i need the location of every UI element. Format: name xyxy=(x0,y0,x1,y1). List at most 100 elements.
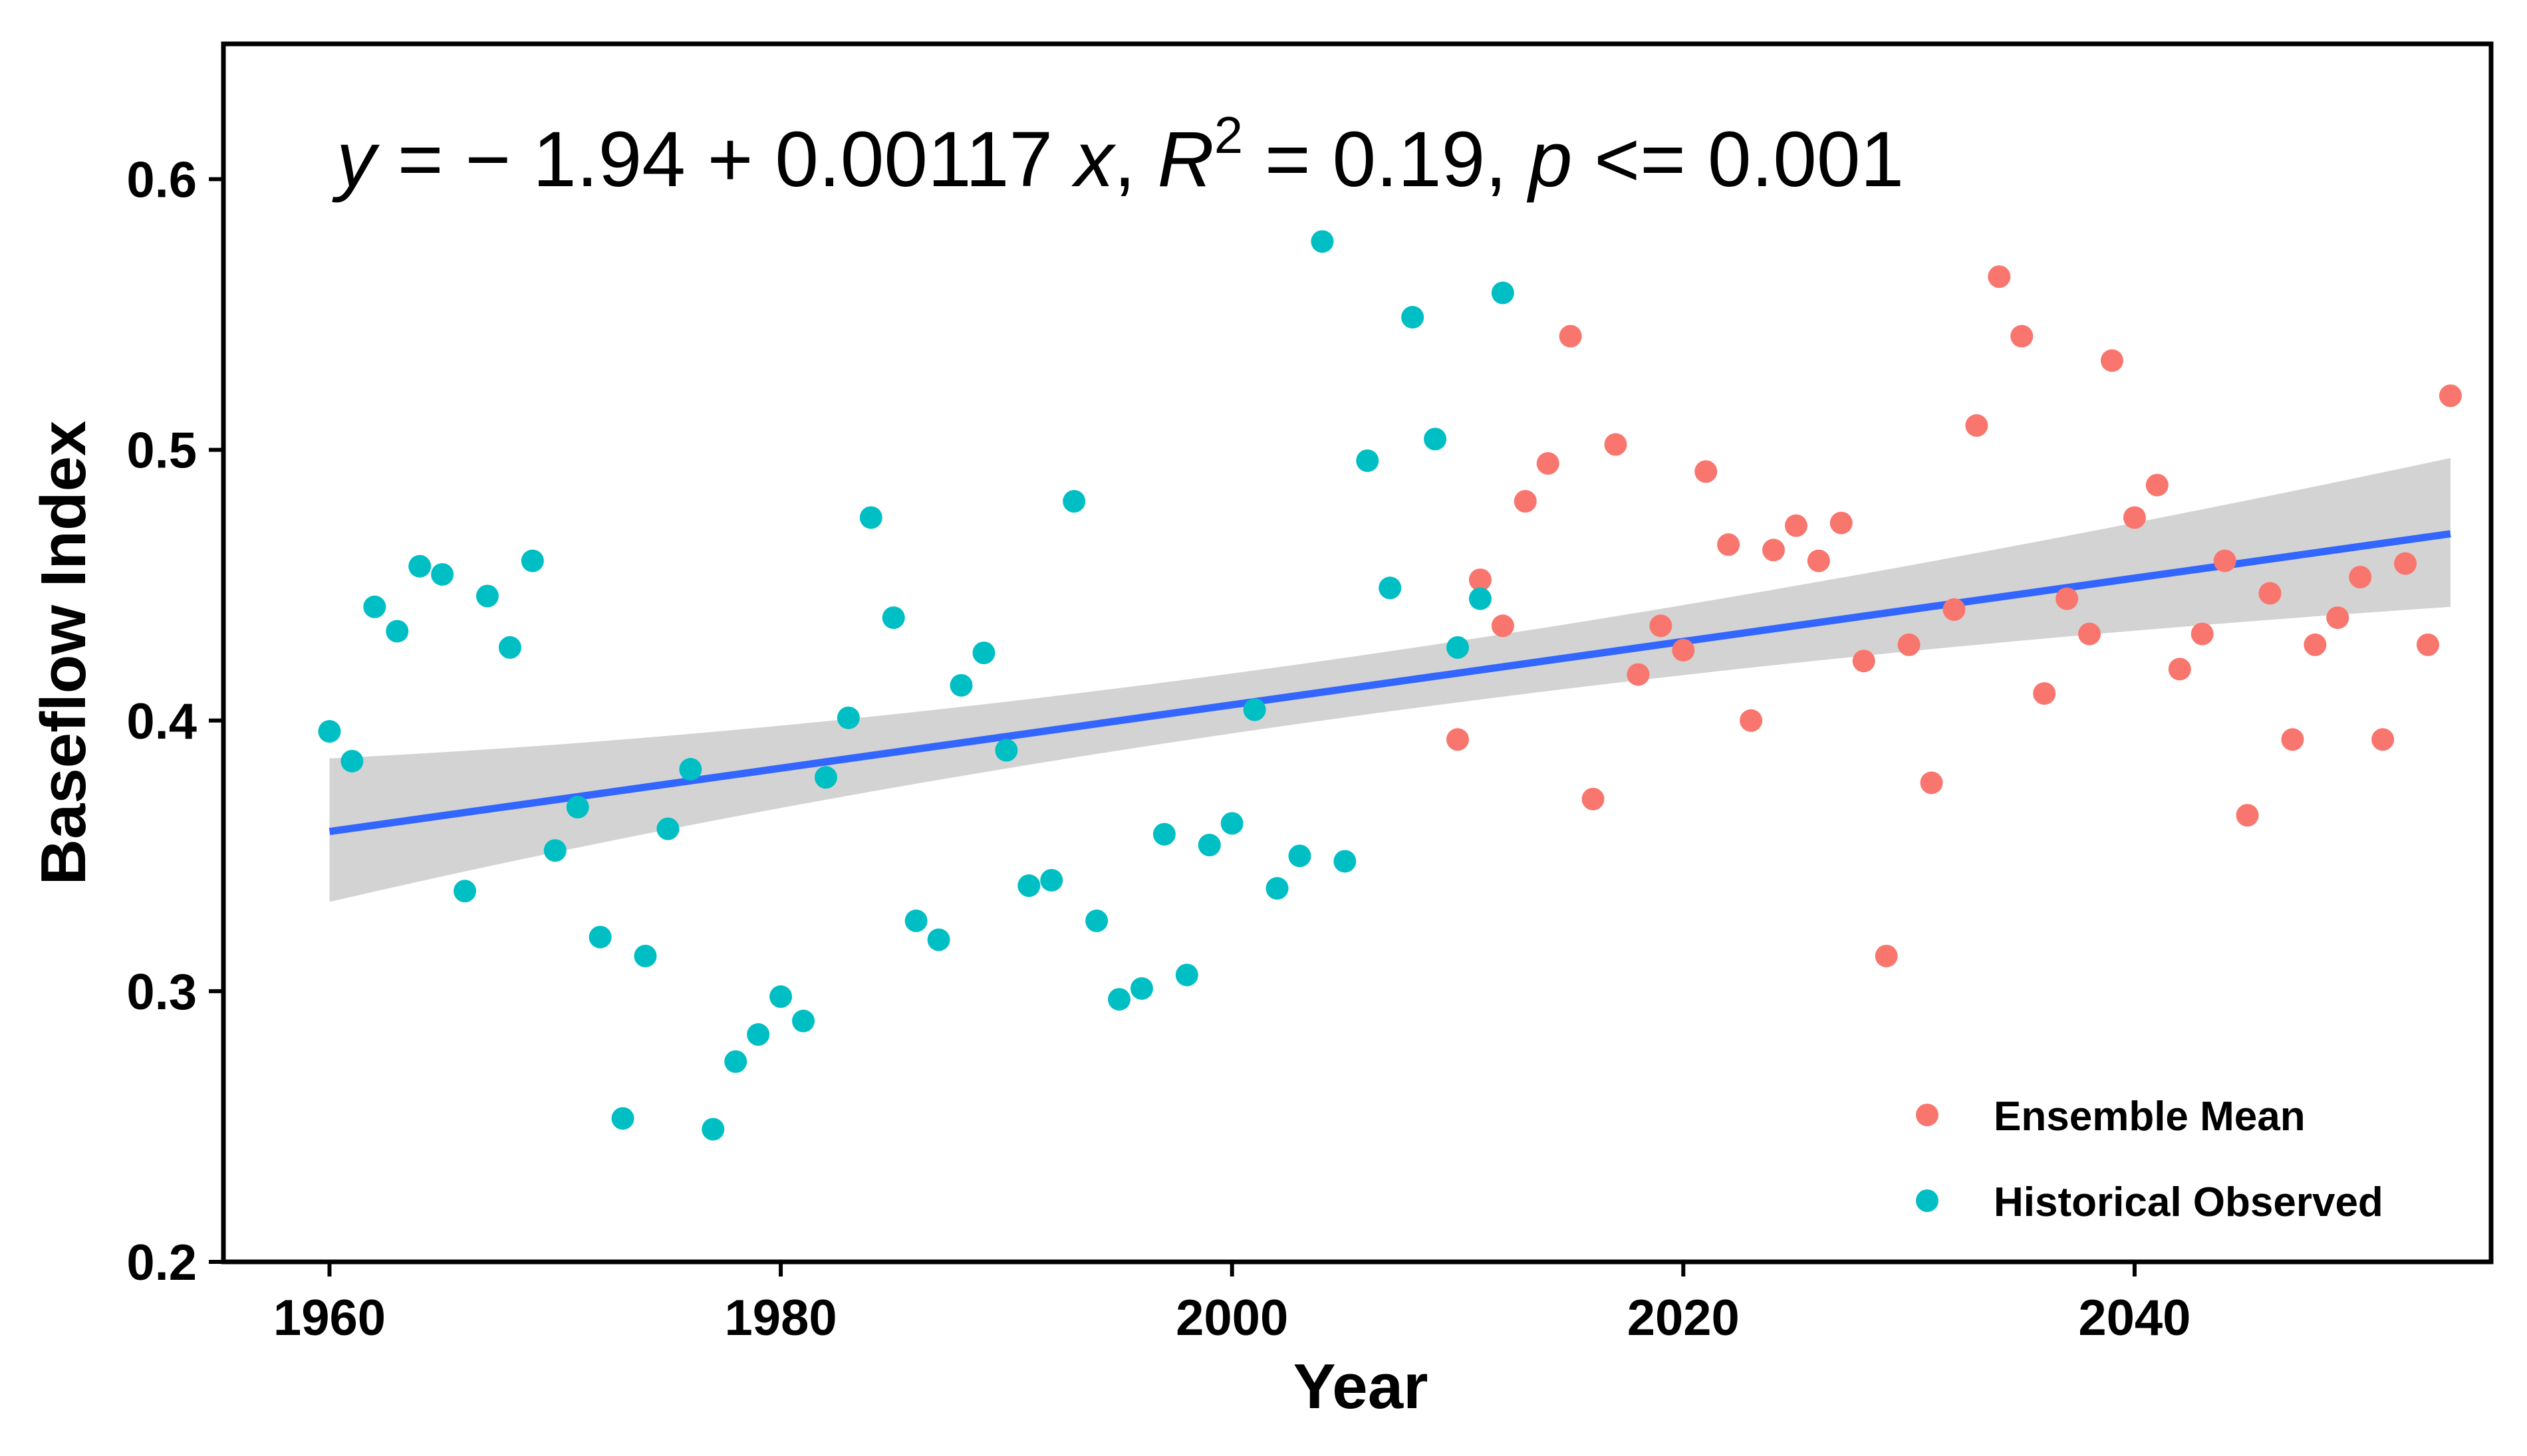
data-point-ensemble-mean xyxy=(1694,460,1718,483)
data-point-ensemble-mean xyxy=(1807,549,1830,572)
data-point-ensemble-mean xyxy=(2304,633,2327,656)
equation-p-symbol: p xyxy=(1527,116,1573,203)
data-point-ensemble-mean xyxy=(1559,324,1582,348)
data-point-historical-observed xyxy=(724,1050,747,1073)
data-point-ensemble-mean xyxy=(2349,566,2372,589)
data-point-ensemble-mean xyxy=(2145,473,2169,497)
data-point-historical-observed xyxy=(340,749,364,773)
equation-r-value: = 0.19, xyxy=(1243,116,1529,203)
equation-r-symbol: R xyxy=(1157,116,1214,203)
x-tick-label: 1980 xyxy=(725,1290,837,1346)
data-point-historical-observed xyxy=(837,706,860,729)
equation-y-symbol: y xyxy=(332,116,380,203)
data-point-ensemble-mean xyxy=(2236,804,2259,827)
x-tick-label: 2040 xyxy=(2078,1290,2191,1346)
data-point-historical-observed xyxy=(882,606,905,630)
data-point-ensemble-mean xyxy=(2213,549,2236,572)
data-point-ensemble-mean xyxy=(2416,633,2439,656)
data-point-historical-observed xyxy=(1198,834,1221,857)
data-point-ensemble-mean xyxy=(2371,728,2395,751)
data-point-historical-observed xyxy=(1424,427,1447,451)
y-tick-label: 0.2 xyxy=(126,1235,197,1291)
data-point-historical-observed xyxy=(611,1107,634,1130)
data-point-ensemble-mean xyxy=(2100,349,2123,372)
data-point-historical-observed xyxy=(792,1009,815,1032)
data-point-ensemble-mean xyxy=(1784,514,1807,537)
data-point-historical-observed xyxy=(363,595,386,618)
data-point-historical-observed xyxy=(904,910,928,933)
equation-p-value: <= 0.001 xyxy=(1572,116,1904,203)
data-point-historical-observed xyxy=(1468,587,1492,610)
y-tick-label: 0.4 xyxy=(126,693,197,750)
data-point-historical-observed xyxy=(656,817,680,840)
data-point-ensemble-mean xyxy=(1649,614,1672,638)
data-point-historical-observed xyxy=(1063,490,1086,513)
y-axis-title: Baseflow Index xyxy=(28,421,99,886)
y-tick-label: 0.6 xyxy=(126,152,197,209)
data-point-historical-observed xyxy=(521,549,544,572)
data-point-ensemble-mean xyxy=(1581,787,1605,810)
y-tick-label: 0.3 xyxy=(126,964,197,1021)
data-point-ensemble-mean xyxy=(2258,582,2282,605)
y-tick-label: 0.5 xyxy=(126,423,197,479)
data-point-historical-observed xyxy=(408,554,432,578)
data-point-ensemble-mean xyxy=(2056,587,2079,610)
data-point-ensemble-mean xyxy=(1672,638,1695,662)
data-point-ensemble-mean xyxy=(2191,622,2214,646)
data-point-historical-observed xyxy=(1333,850,1357,873)
data-point-historical-observed xyxy=(1379,576,1402,600)
data-point-ensemble-mean xyxy=(1920,771,1943,794)
data-point-historical-observed xyxy=(1108,988,1131,1011)
data-point-ensemble-mean xyxy=(2281,728,2304,751)
data-point-historical-observed xyxy=(1040,868,1063,892)
equation-separator: , xyxy=(1114,116,1158,203)
regression-equation: y = − 1.94 + 0.00117 x, R2 = 0.19, p <= … xyxy=(332,106,1904,203)
equation-r-exponent: 2 xyxy=(1214,106,1243,164)
data-point-historical-observed xyxy=(1446,636,1469,659)
data-point-ensemble-mean xyxy=(1762,539,1786,562)
legend-swatch-historical-observed xyxy=(1916,1189,1938,1212)
x-tick-label: 2020 xyxy=(1627,1290,1740,1346)
data-point-historical-observed xyxy=(1288,844,1311,868)
data-point-ensemble-mean xyxy=(1604,433,1627,456)
data-point-historical-observed xyxy=(1311,230,1334,253)
data-points-group xyxy=(318,230,2462,1141)
data-point-historical-observed xyxy=(318,720,341,743)
data-point-ensemble-mean xyxy=(1627,663,1650,686)
data-point-historical-observed xyxy=(1085,910,1109,933)
data-point-ensemble-mean xyxy=(1852,650,1875,673)
data-point-ensemble-mean xyxy=(2078,622,2101,646)
data-point-historical-observed xyxy=(1175,963,1198,987)
data-point-historical-observed xyxy=(589,925,612,949)
data-point-ensemble-mean xyxy=(1942,598,1966,621)
data-point-ensemble-mean xyxy=(2439,384,2462,408)
data-point-ensemble-mean xyxy=(1536,452,1559,475)
data-point-historical-observed xyxy=(927,928,950,951)
data-point-ensemble-mean xyxy=(1875,944,1898,967)
data-point-ensemble-mean xyxy=(2394,552,2417,575)
data-point-ensemble-mean xyxy=(1491,614,1514,638)
x-axis-ticks: 1960 1980 2000 2020 2040 xyxy=(273,1262,2191,1346)
data-point-ensemble-mean xyxy=(2168,658,2191,681)
data-point-historical-observed xyxy=(454,880,477,903)
x-tick-label: 1960 xyxy=(273,1290,386,1346)
data-point-historical-observed xyxy=(814,766,837,789)
x-tick-label: 2000 xyxy=(1176,1290,1288,1346)
data-point-historical-observed xyxy=(566,796,589,819)
data-point-historical-observed xyxy=(1017,874,1041,898)
data-point-historical-observed xyxy=(1401,306,1424,329)
data-point-historical-observed xyxy=(1152,822,1176,846)
legend-swatch-ensemble-mean xyxy=(1916,1104,1938,1126)
legend-label-historical-observed: Historical Observed xyxy=(1994,1179,2383,1225)
data-point-ensemble-mean xyxy=(2033,682,2056,705)
data-point-ensemble-mean xyxy=(1514,490,1537,513)
data-point-ensemble-mean xyxy=(1446,728,1469,751)
data-point-ensemble-mean xyxy=(1965,414,1988,437)
regression-line-group xyxy=(329,530,2451,836)
data-point-historical-observed xyxy=(747,1023,770,1046)
legend: Ensemble Mean Historical Observed xyxy=(1916,1094,2383,1225)
data-point-ensemble-mean xyxy=(2326,606,2349,630)
data-point-ensemble-mean xyxy=(1717,533,1740,556)
data-point-historical-observed xyxy=(995,739,1018,762)
